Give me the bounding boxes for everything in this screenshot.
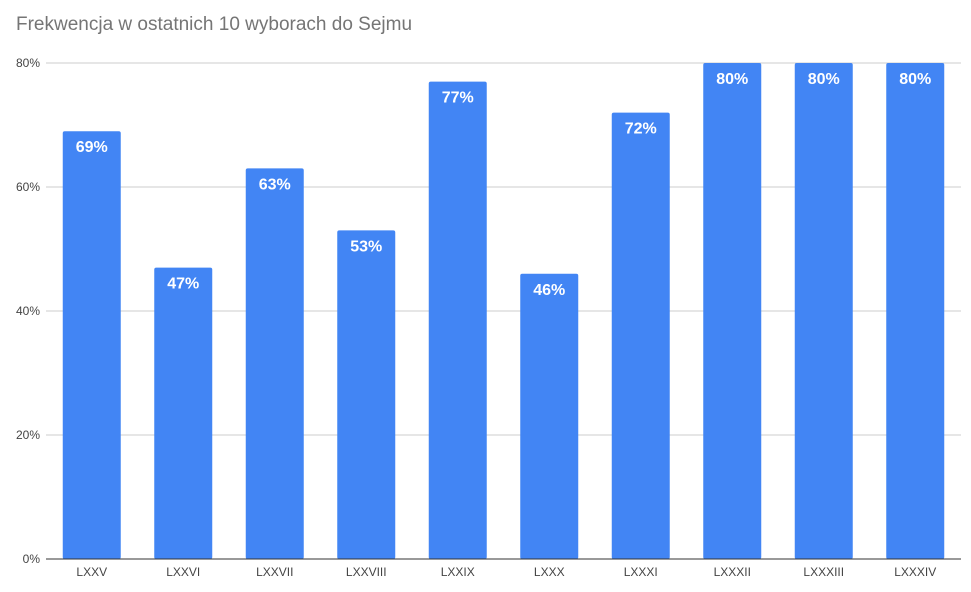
data-label: 53% <box>350 238 382 255</box>
data-label: 46% <box>533 282 565 299</box>
bar <box>245 168 304 559</box>
data-label: 80% <box>808 71 840 88</box>
bar <box>154 267 213 559</box>
bar <box>428 81 487 559</box>
x-tick-label: LXXX <box>534 565 565 579</box>
x-tick-label: LXXVII <box>256 565 293 579</box>
bar <box>520 273 579 559</box>
bar <box>337 230 396 559</box>
bar <box>886 63 945 559</box>
data-label: 47% <box>167 276 199 293</box>
x-tick-label: LXXXI <box>624 565 658 579</box>
y-tick-label: 0% <box>23 552 41 566</box>
bar <box>62 131 121 559</box>
x-tick-label: LXXV <box>76 565 107 579</box>
data-labels: 69% 47% 63% 53% 77% 46% 72% 80% 80% 80% <box>76 71 932 299</box>
y-tick-label: 40% <box>16 304 40 318</box>
data-label: 80% <box>899 71 931 88</box>
x-tick-label: LXXVI <box>166 565 200 579</box>
y-tick-label: 80% <box>16 56 40 70</box>
x-axis-tick-labels: LXXV LXXVI LXXVII LXXVIII LXXIX LXXX LXXXI LXXX… <box>76 565 936 579</box>
bar <box>703 63 762 559</box>
bars <box>62 63 945 559</box>
data-label: 63% <box>259 176 291 193</box>
y-tick-label: 60% <box>16 180 40 194</box>
data-label: 77% <box>442 90 474 107</box>
bar <box>794 63 853 559</box>
data-label: 69% <box>76 139 108 156</box>
x-tick-label: LXXXIV <box>894 565 936 579</box>
x-tick-label: LXXIX <box>441 565 475 579</box>
x-tick-label: LXXXIII <box>803 565 844 579</box>
y-tick-label: 20% <box>16 428 40 442</box>
bar <box>611 112 670 559</box>
x-tick-label: LXXVIII <box>346 565 387 579</box>
data-label: 80% <box>716 71 748 88</box>
data-label: 72% <box>625 121 657 138</box>
y-axis-tick-labels: 0% 20% 40% 60% 80% <box>16 56 40 566</box>
x-tick-label: LXXXII <box>714 565 751 579</box>
chart-title: Frekwencja w ostatnich 10 wyborach do Se… <box>16 14 413 35</box>
